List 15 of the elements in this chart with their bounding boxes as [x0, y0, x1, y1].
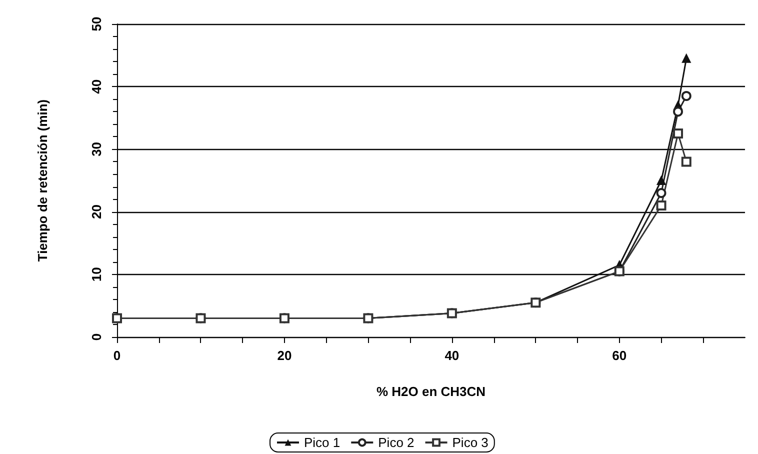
legend-label: Pico 2 [378, 435, 414, 450]
legend-label: Pico 3 [452, 435, 488, 450]
y-tick-label: 0 [89, 333, 104, 341]
x-tick-label: 60 [612, 348, 627, 363]
y-axis-title: Tiempo de retención (min) [35, 99, 50, 262]
y-tick-label: 10 [89, 267, 104, 282]
y-tick-label: 50 [89, 16, 104, 32]
x-axis-title: % H2O en CH3CN [376, 384, 486, 399]
y-tick-label: 20 [89, 204, 104, 220]
y-tick-label: 40 [89, 79, 104, 94]
x-tick-label: 20 [277, 348, 292, 363]
x-tick-label: 0 [113, 348, 121, 363]
x-tick-label: 40 [444, 348, 460, 363]
y-tick-label: 30 [89, 142, 104, 156]
legend-label: Pico 1 [304, 435, 340, 450]
